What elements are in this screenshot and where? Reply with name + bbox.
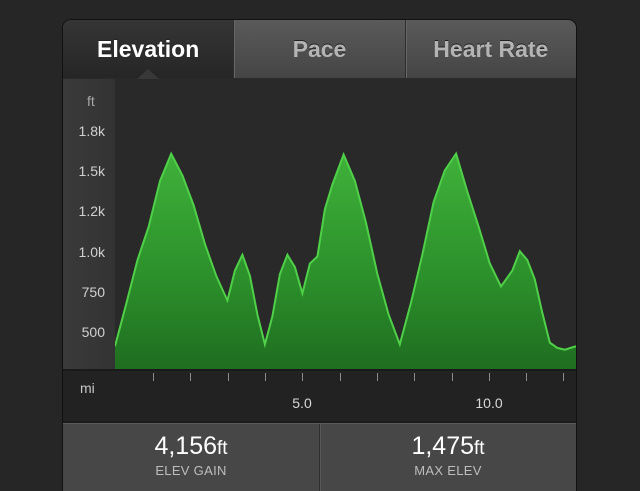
x-tick <box>526 373 527 381</box>
stat-elev-gain: 4,156ft ELEV GAIN <box>63 424 319 491</box>
x-tick <box>340 373 341 381</box>
x-axis-unit: mi <box>80 380 95 396</box>
x-axis: mi 5.0 10.0 <box>63 369 576 421</box>
x-tick <box>302 373 303 381</box>
x-tick <box>414 373 415 381</box>
y-tick-label: 1.0k <box>78 244 105 260</box>
plot-area[interactable] <box>114 79 576 369</box>
tab-pace[interactable]: Pace <box>233 20 404 78</box>
x-tick <box>489 373 490 381</box>
x-tick-label: 10.0 <box>475 395 503 411</box>
tab-heart-rate[interactable]: Heart Rate <box>404 20 576 78</box>
y-tick-label: 1.8k <box>78 123 105 139</box>
elev-gain-value: 4,156 <box>154 432 217 460</box>
tab-elevation[interactable]: Elevation <box>63 20 234 79</box>
x-tick <box>265 373 266 381</box>
stat-elev-gain-value-row: 4,156ft <box>63 432 319 461</box>
y-axis-unit: ft <box>87 93 95 109</box>
metric-tabs: Elevation Pace Heart Rate <box>63 20 576 79</box>
y-axis: ft 1.8k 1.5k 1.2k 1.0k 750 500 <box>63 79 115 369</box>
y-tick-label: 750 <box>81 284 105 300</box>
elevation-area <box>115 153 576 369</box>
max-elev-value: 1,475 <box>411 432 474 460</box>
elev-gain-label: ELEV GAIN <box>155 463 227 478</box>
elevation-card: Elevation Pace Heart Rate ft 1.8k 1.5k 1… <box>63 20 576 491</box>
elevation-line <box>114 151 576 351</box>
x-tick <box>377 373 378 381</box>
x-tick <box>452 373 453 381</box>
x-tick <box>563 373 564 381</box>
y-tick-label: 1.2k <box>78 203 105 219</box>
max-elev-label: MAX ELEV <box>414 463 482 478</box>
max-elev-unit: ft <box>474 438 485 459</box>
elevation-area-svg <box>114 151 576 369</box>
stat-max-elev: 1,475ft MAX ELEV <box>319 424 576 491</box>
y-tick-label: 500 <box>81 324 105 340</box>
y-tick-label: 1.5k <box>78 163 105 179</box>
stats-bar: 4,156ft ELEV GAIN 1,475ft MAX ELEV <box>63 423 576 491</box>
x-tick <box>190 373 191 381</box>
x-tick-label: 5.0 <box>292 395 312 411</box>
stat-max-elev-value-row: 1,475ft <box>320 432 576 461</box>
elev-gain-unit: ft <box>217 438 228 459</box>
elevation-chart: ft 1.8k 1.5k 1.2k 1.0k 750 500 <box>63 79 576 421</box>
x-tick <box>228 373 229 381</box>
x-tick <box>153 373 154 381</box>
